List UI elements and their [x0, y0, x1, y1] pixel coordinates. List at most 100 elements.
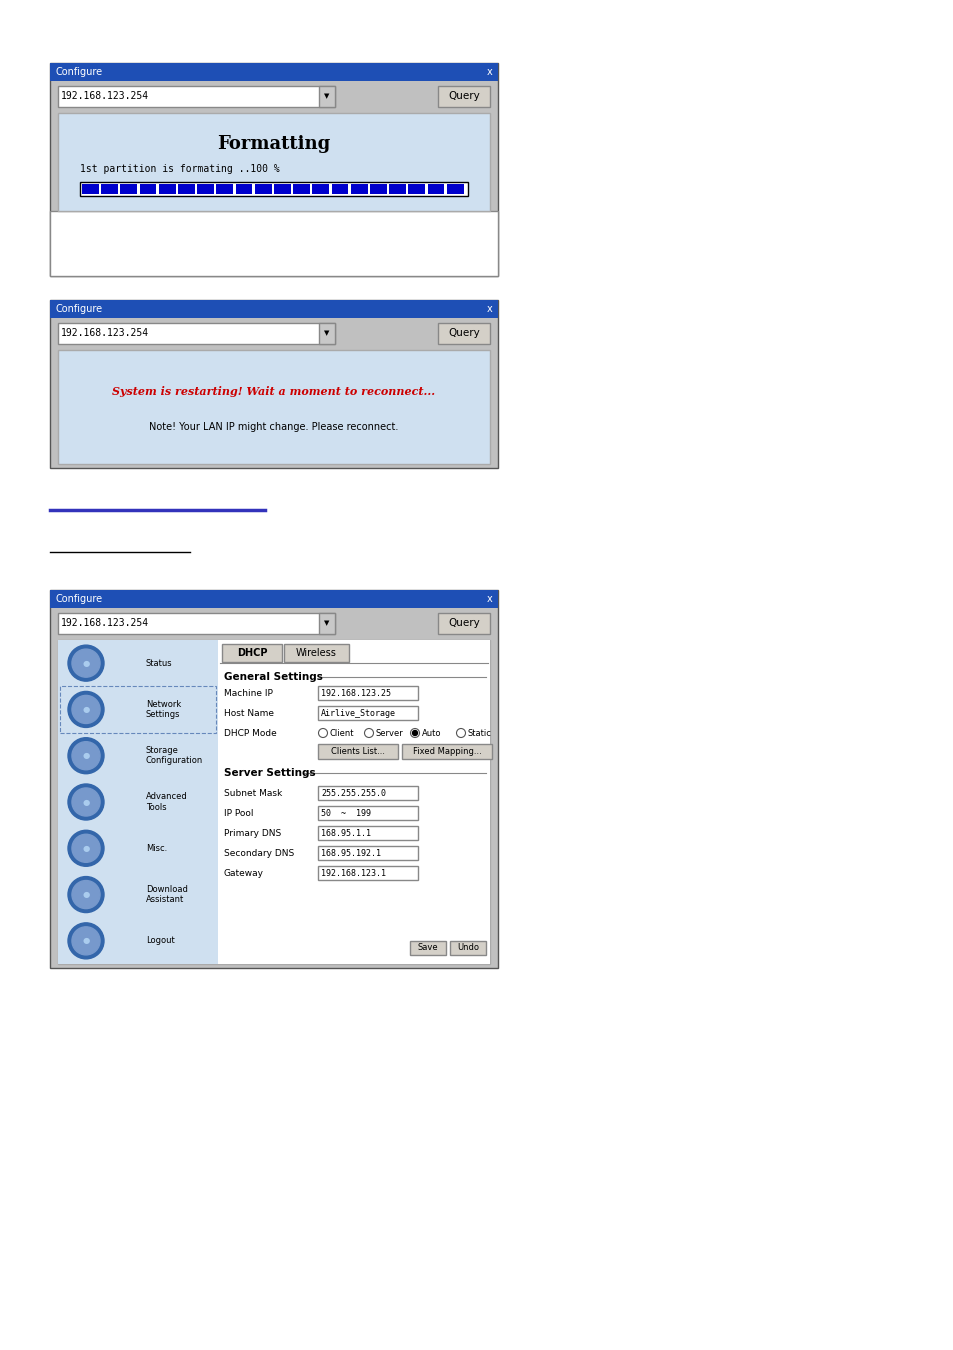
Text: Undo: Undo [456, 944, 478, 953]
Bar [197, 184, 213, 193]
Bar [317, 706, 417, 720]
Text: Storage
Configuration: Storage Configuration [146, 747, 203, 765]
Circle shape [71, 649, 100, 678]
Text: Clients List...: Clients List... [331, 747, 385, 756]
Circle shape [68, 784, 104, 819]
Circle shape [68, 876, 104, 913]
Text: ▼: ▼ [324, 620, 330, 626]
Bar [50, 590, 497, 968]
Bar [58, 86, 335, 107]
Bar [58, 613, 335, 634]
Bar [58, 640, 218, 964]
Bar [139, 184, 156, 193]
Text: x: x [487, 68, 493, 77]
Text: Status: Status [146, 659, 172, 668]
Bar [293, 184, 310, 193]
Bar [50, 63, 497, 275]
Text: IP Pool: IP Pool [224, 809, 253, 818]
Bar [50, 300, 497, 468]
Bar [408, 184, 425, 193]
Text: ●: ● [82, 890, 90, 899]
Text: Static: Static [468, 729, 492, 737]
Text: DHCP Mode: DHCP Mode [224, 729, 276, 737]
Bar [284, 644, 349, 662]
Text: 192.168.123.254: 192.168.123.254 [61, 618, 149, 628]
Bar [235, 184, 253, 193]
Text: Configure: Configure [56, 68, 103, 77]
Text: Formatting: Formatting [217, 135, 331, 154]
Bar [218, 640, 490, 964]
Text: Misc.: Misc. [146, 844, 167, 853]
Circle shape [71, 695, 100, 724]
Text: ▼: ▼ [324, 329, 330, 336]
Bar [437, 323, 490, 344]
Bar [216, 184, 233, 193]
Text: Machine IP: Machine IP [224, 688, 273, 698]
Bar [274, 184, 291, 193]
Bar [317, 846, 417, 860]
Bar [446, 184, 463, 193]
Text: Fixed Mapping...: Fixed Mapping... [413, 747, 481, 756]
Circle shape [68, 830, 104, 867]
Bar [427, 184, 444, 193]
Text: Primary DNS: Primary DNS [224, 829, 281, 837]
Bar [158, 184, 175, 193]
Bar [318, 86, 335, 107]
Text: Server: Server [375, 729, 403, 737]
Text: Advanced
Tools: Advanced Tools [146, 792, 188, 811]
Bar [389, 184, 406, 193]
Bar [101, 184, 118, 193]
Text: ●: ● [82, 937, 90, 945]
Text: 255.255.255.0: 255.255.255.0 [320, 788, 386, 798]
Text: 192.168.123.254: 192.168.123.254 [61, 90, 149, 101]
Bar [50, 300, 497, 319]
Text: Query: Query [448, 90, 479, 101]
Text: ●: ● [82, 751, 90, 760]
Text: Query: Query [448, 328, 479, 338]
Bar [80, 182, 468, 196]
Bar [82, 184, 99, 193]
Bar [58, 350, 490, 464]
Bar [317, 786, 417, 801]
Bar [401, 744, 492, 759]
Text: x: x [487, 594, 493, 603]
Bar [318, 323, 335, 344]
Text: Server Settings: Server Settings [224, 768, 315, 778]
Text: ●: ● [82, 798, 90, 806]
Text: Gateway: Gateway [224, 868, 264, 878]
Text: 192.168.123.254: 192.168.123.254 [61, 328, 149, 338]
Circle shape [71, 927, 100, 954]
Text: Subnet Mask: Subnet Mask [224, 788, 282, 798]
Text: ▼: ▼ [324, 93, 330, 99]
Text: Note! Your LAN IP might change. Please reconnect.: Note! Your LAN IP might change. Please r… [150, 421, 398, 432]
Text: ●: ● [82, 659, 90, 668]
Bar [58, 323, 335, 344]
Circle shape [71, 788, 100, 815]
Text: 168.95.192.1: 168.95.192.1 [320, 849, 380, 857]
Text: Wireless: Wireless [295, 648, 336, 657]
Bar [120, 184, 137, 193]
Circle shape [68, 691, 104, 728]
Text: ●: ● [82, 844, 90, 853]
Bar [60, 686, 215, 733]
Bar [312, 184, 329, 193]
Text: 168.95.1.1: 168.95.1.1 [320, 829, 371, 837]
Bar [58, 113, 490, 211]
Bar [317, 806, 417, 819]
Bar [351, 184, 367, 193]
Text: Auto: Auto [421, 729, 441, 737]
Bar [50, 590, 497, 608]
Bar [178, 184, 194, 193]
Circle shape [68, 923, 104, 958]
Bar [437, 86, 490, 107]
Text: Host Name: Host Name [224, 709, 274, 717]
Text: 50  ~  199: 50 ~ 199 [320, 809, 371, 818]
Text: 1st partition is formating ..100 %: 1st partition is formating ..100 % [80, 163, 279, 174]
Text: DHCP: DHCP [236, 648, 267, 657]
Circle shape [71, 880, 100, 909]
Text: x: x [487, 304, 493, 315]
Text: ●: ● [82, 705, 90, 714]
Bar [317, 686, 417, 701]
Circle shape [68, 737, 104, 774]
Text: Configure: Configure [56, 594, 103, 603]
